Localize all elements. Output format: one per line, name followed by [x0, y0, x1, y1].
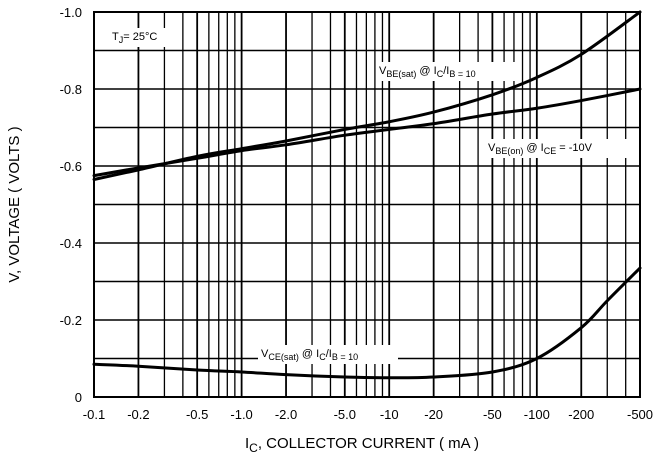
y-axis-label: V, VOLTAGE ( VOLTS )	[6, 126, 23, 282]
x-tick-label: -2.0	[275, 407, 297, 422]
plot-frame	[93, 11, 641, 398]
y-tick-label: -0.2	[60, 313, 82, 328]
vbe-on-curve	[92, 87, 642, 178]
x-axis-label: IC, COLLECTOR CURRENT ( mA )	[245, 435, 479, 455]
y-tick-label: -0.6	[60, 159, 82, 174]
y-tick-label: -1.0	[60, 5, 82, 20]
x-tick-label: -5.0	[334, 407, 356, 422]
x-tick-label: -100	[524, 407, 550, 422]
series-group	[92, 10, 642, 380]
vbe-sat-curve	[92, 10, 642, 181]
vce-sat-label-bg	[258, 345, 398, 364]
vce-sat-curve	[92, 266, 642, 380]
x-tick-label: -0.2	[127, 407, 149, 422]
y-tick-label: 0	[75, 390, 82, 405]
vbe-sat-label-bg	[376, 62, 516, 81]
y-tick-label: -0.4	[60, 236, 82, 251]
condition-label-bg	[109, 28, 171, 47]
x-tick-label: -500	[627, 407, 653, 422]
x-tick-label: -50	[483, 407, 502, 422]
x-tick-label: -0.1	[83, 407, 105, 422]
x-tick-label: -10	[380, 407, 399, 422]
vbe-on-label-bg	[485, 139, 629, 158]
x-tick-label: -0.5	[186, 407, 208, 422]
condition-label: TJ= 25°C	[112, 31, 157, 45]
x-tick-label: -20	[424, 407, 443, 422]
vce-sat-label: VCE(sat) @ IC/IB = 10	[261, 348, 358, 362]
y-tick-label: -0.8	[60, 82, 82, 97]
grid	[93, 11, 641, 398]
x-tick-label: -1.0	[230, 407, 252, 422]
vbe-on-label: VBE(on) @ ICE = -10V	[488, 142, 593, 156]
vbe-sat-label: VBE(sat) @ IC/IB = 10	[379, 65, 476, 79]
x-tick-label: -200	[568, 407, 594, 422]
labels-group: -0.1 -0.2 -0.5 -1.0 -2.0 -5.0 -10 -20 -50 -100 -20…	[6, 5, 653, 455]
